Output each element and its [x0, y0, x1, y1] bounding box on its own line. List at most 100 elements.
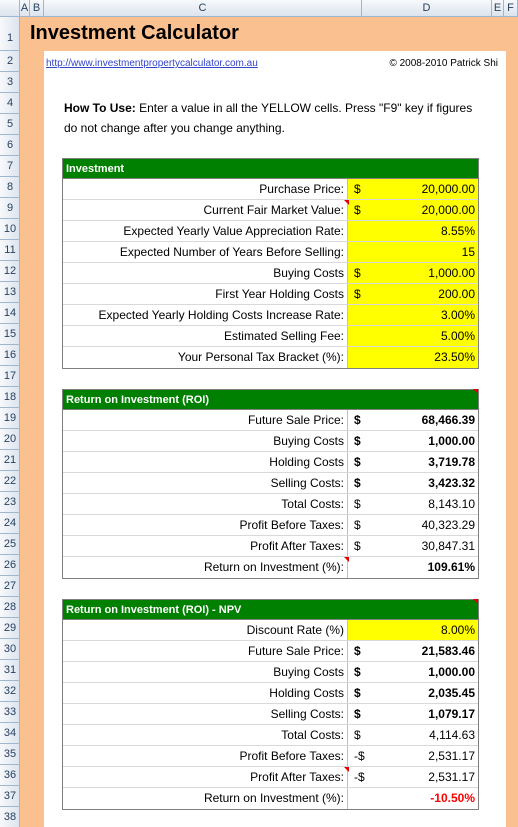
comment-indicator-icon[interactable]: [344, 557, 349, 562]
column-header-e[interactable]: E: [492, 0, 504, 16]
input-cell[interactable]: 3.00%: [348, 305, 478, 325]
row-label: Buying Costs: [63, 431, 348, 451]
row-header[interactable]: 20: [0, 429, 20, 450]
row-header[interactable]: 26: [0, 555, 20, 576]
row-header[interactable]: 11: [0, 240, 20, 261]
row-header[interactable]: 22: [0, 471, 20, 492]
value-cell[interactable]: $8,143.10: [348, 494, 478, 514]
cell-value: 21,583.46: [421, 644, 475, 658]
value-cell[interactable]: $1,079.17: [348, 704, 478, 724]
input-cell[interactable]: 5.00%: [348, 326, 478, 346]
value-cell[interactable]: $3,719.78: [348, 452, 478, 472]
currency-symbol: $: [354, 707, 361, 721]
row-header[interactable]: 34: [0, 723, 20, 744]
value-cell[interactable]: -10.50%: [348, 788, 478, 809]
value-cell[interactable]: -$ 2,531.17: [348, 746, 478, 766]
website-link[interactable]: http://www.investmentpropertycalculator.…: [46, 58, 258, 69]
value-cell[interactable]: $21,583.46: [348, 641, 478, 661]
row-header[interactable]: 30: [0, 639, 20, 660]
row-label: Expected Number of Years Before Selling:: [63, 242, 348, 262]
row-header[interactable]: 29: [0, 618, 20, 639]
worksheet: Investment Calculator http://www.investm…: [20, 17, 518, 827]
comment-indicator-icon[interactable]: [344, 767, 349, 772]
row-header[interactable]: 14: [0, 303, 20, 324]
input-cell[interactable]: 15: [348, 242, 478, 262]
table-row: Your Personal Tax Bracket (%): 23.50%: [63, 347, 478, 368]
input-cell[interactable]: 23.50%: [348, 347, 478, 368]
row-header[interactable]: 3: [0, 72, 20, 93]
value-cell[interactable]: $1,000.00: [348, 662, 478, 682]
row-header[interactable]: 7: [0, 156, 20, 177]
row-header[interactable]: 32: [0, 681, 20, 702]
row-header[interactable]: 12: [0, 261, 20, 282]
row-header[interactable]: 16: [0, 345, 20, 366]
comment-indicator-icon[interactable]: [344, 200, 349, 205]
row-header[interactable]: 24: [0, 513, 20, 534]
value-cell[interactable]: $3,423.32: [348, 473, 478, 493]
row-header[interactable]: 21: [0, 450, 20, 471]
value-cell[interactable]: 109.61%: [348, 557, 478, 578]
row-header[interactable]: 36: [0, 765, 20, 786]
column-header-a[interactable]: A: [20, 0, 30, 16]
comment-indicator-icon[interactable]: [473, 389, 478, 394]
row-header[interactable]: 23: [0, 492, 20, 513]
value-cell[interactable]: $68,466.39: [348, 410, 478, 430]
table-row: Return on Investment (%): -10.50%: [63, 788, 478, 809]
table-row: Expected Yearly Holding Costs Increase R…: [63, 305, 478, 326]
row-header[interactable]: 2: [0, 51, 20, 72]
cell-value: 23.50%: [434, 350, 475, 364]
input-cell[interactable]: $20,000.00: [348, 179, 478, 199]
value-cell[interactable]: $1,000.00: [348, 431, 478, 451]
value-cell[interactable]: -$ 2,531.17: [348, 767, 478, 787]
row-label: Return on Investment (%):: [63, 788, 348, 809]
row-header[interactable]: 5: [0, 114, 20, 135]
input-cell[interactable]: $20,000.00: [348, 200, 478, 220]
row-header[interactable]: 4: [0, 93, 20, 114]
cell-value: 15: [461, 245, 475, 259]
row-header[interactable]: 28: [0, 597, 20, 618]
input-cell[interactable]: $200.00: [348, 284, 478, 304]
value-cell[interactable]: $2,035.45: [348, 683, 478, 703]
row-label: Total Costs:: [63, 725, 348, 745]
row-header[interactable]: 38: [0, 807, 20, 827]
cell-value: 2,531.17: [428, 770, 475, 784]
row-header[interactable]: 8: [0, 177, 20, 198]
row-header[interactable]: 27: [0, 576, 20, 597]
column-header-c[interactable]: C: [44, 0, 362, 16]
row-header[interactable]: 13: [0, 282, 20, 303]
row-header[interactable]: 33: [0, 702, 20, 723]
table-row: Expected Number of Years Before Selling:…: [63, 242, 478, 263]
roi-npv-header: Return on Investment (ROI) - NPV: [63, 600, 478, 620]
input-cell[interactable]: $1,000.00: [348, 263, 478, 283]
row-header[interactable]: 1: [0, 17, 20, 51]
row-header[interactable]: 35: [0, 744, 20, 765]
input-cell[interactable]: 8.00%: [348, 620, 478, 640]
column-header-f[interactable]: F: [504, 0, 518, 16]
value-cell[interactable]: $40,323.29: [348, 515, 478, 535]
cell-value: 2,035.45: [428, 686, 475, 700]
row-header[interactable]: 18: [0, 387, 20, 408]
currency-symbol: $: [354, 644, 361, 658]
row-header[interactable]: 15: [0, 324, 20, 345]
row-header[interactable]: 25: [0, 534, 20, 555]
table-row: Holding Costs $3,719.78: [63, 452, 478, 473]
row-header[interactable]: 17: [0, 366, 20, 387]
value-cell[interactable]: $30,847.31: [348, 536, 478, 556]
row-header[interactable]: 37: [0, 786, 20, 807]
row-label: Discount Rate (%): [63, 620, 348, 640]
row-label: Profit Before Taxes:: [63, 515, 348, 535]
row-header[interactable]: 6: [0, 135, 20, 156]
input-cell[interactable]: 8.55%: [348, 221, 478, 241]
row-header[interactable]: 9: [0, 198, 20, 219]
row-header[interactable]: 10: [0, 219, 20, 240]
row-header[interactable]: 31: [0, 660, 20, 681]
value-cell[interactable]: $4,114.63: [348, 725, 478, 745]
table-row: Future Sale Price: $21,583.46: [63, 641, 478, 662]
column-header-d[interactable]: D: [362, 0, 492, 16]
comment-indicator-icon[interactable]: [473, 599, 478, 604]
row-label: Profit After Taxes:: [63, 536, 348, 556]
column-header-b[interactable]: B: [30, 0, 44, 16]
select-all-corner[interactable]: [0, 0, 20, 16]
table-row: Total Costs: $8,143.10: [63, 494, 478, 515]
row-header[interactable]: 19: [0, 408, 20, 429]
